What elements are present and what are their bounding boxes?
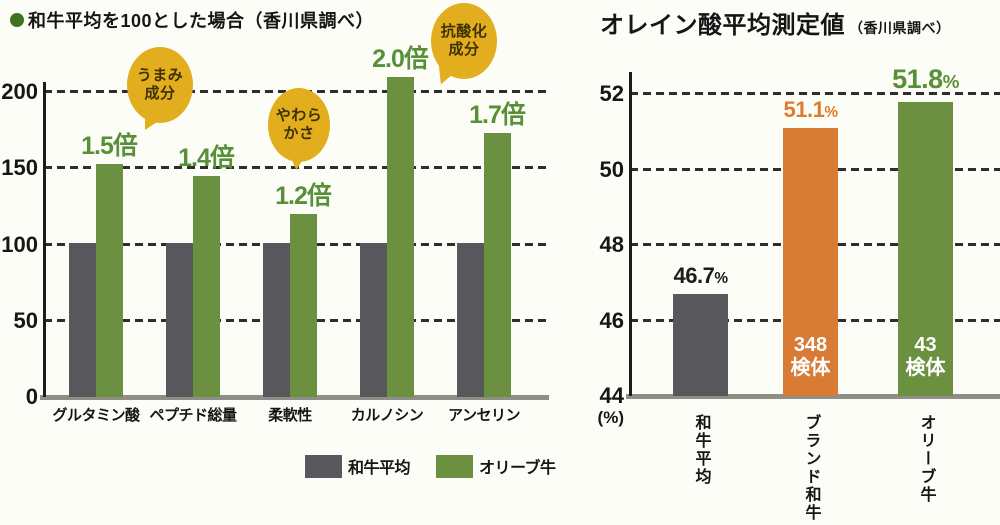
- callout-line: 抗酸化: [440, 23, 488, 40]
- category-label-1: ブランド和牛: [802, 414, 820, 522]
- percent-sign: %: [824, 103, 838, 121]
- value-label-4: 1.7倍: [469, 101, 526, 130]
- inside-label-line: 検体: [905, 357, 946, 379]
- percent-sign: %: [714, 270, 728, 288]
- value-label-3: 2.0倍: [372, 44, 429, 73]
- gridline-52: [630, 92, 1000, 95]
- value-label-2: 51.8%: [892, 63, 960, 94]
- right-x-axis-line: [626, 394, 1000, 399]
- bar-2: [898, 101, 953, 396]
- bar-olive-1: [193, 175, 220, 397]
- inside-label-line: 348: [793, 334, 828, 356]
- legend-swatch-olive: [436, 454, 474, 478]
- value-label-1: 1.4倍: [178, 143, 235, 172]
- value-label-0: 46.7%: [673, 263, 728, 289]
- left-chart-title-text: 和牛平均を100とした場合（香川県調べ）: [28, 11, 375, 31]
- value-label-0: 1.5倍: [81, 131, 138, 160]
- y-tick-50: 50: [599, 156, 624, 182]
- bar-wagyu-3: [360, 242, 387, 397]
- y-tick-0: 0: [25, 384, 38, 409]
- callout-bubble-1: やわら かさ: [268, 88, 330, 162]
- callout-bubble-0: うまみ 成分: [127, 47, 193, 123]
- callout-line: 成分: [144, 85, 176, 102]
- right-chart-title-note: （香川県調べ）: [849, 20, 951, 36]
- value-label-2: 1.2倍: [275, 182, 332, 210]
- right-chart-title: オレイン酸平均測定値 （香川県調べ）: [600, 5, 951, 40]
- y-tick-100: 100: [1, 231, 38, 257]
- category-label-1: ペプチド総量: [149, 407, 237, 424]
- legend-label-wagyu: 和牛平均: [348, 460, 411, 477]
- y-tick-48: 48: [599, 232, 624, 257]
- left-y-axis-line: [43, 82, 46, 397]
- callout-bubble-2: 抗酸化 成分: [431, 3, 497, 79]
- callout-line: 成分: [448, 41, 480, 58]
- inside-label-2: 43 検体: [898, 334, 953, 380]
- y-tick-50: 50: [13, 307, 38, 333]
- bar-0: [673, 294, 728, 396]
- category-label-2: オリーブ牛: [917, 414, 935, 504]
- left-chart-title: 和牛平均を100とした場合（香川県調べ）: [10, 7, 374, 33]
- percent-sign: %: [942, 71, 960, 93]
- y-tick-52: 52: [599, 81, 624, 106]
- value-label-1: 51.1%: [783, 96, 838, 122]
- unit-label: (%): [597, 408, 624, 427]
- category-label-2: 柔軟性: [268, 407, 312, 424]
- inside-label-1: 348 検体: [783, 334, 838, 380]
- callout-line: やわら: [275, 107, 323, 124]
- bar-wagyu-1: [166, 242, 193, 397]
- category-label-4: アンセリン: [448, 407, 520, 424]
- y-tick-44: 44: [599, 383, 624, 408]
- callout-line: かさ: [283, 125, 315, 142]
- gridline-150: [44, 166, 547, 170]
- right-y-axis-line: [629, 72, 632, 396]
- bullet-icon: [10, 13, 24, 27]
- inside-label-line: 43: [914, 334, 937, 356]
- bar-wagyu-2: [263, 242, 290, 397]
- bar-1: [783, 127, 838, 396]
- legend-label-olive: オリーブ牛: [479, 460, 556, 477]
- bar-olive-4: [484, 133, 511, 397]
- category-label-0: グルタミン酸: [52, 407, 140, 424]
- right-chart-title-text: オレイン酸平均測定値: [600, 12, 845, 39]
- legend: 和牛平均 オリーブ牛: [305, 454, 556, 478]
- category-label-3: カルノシン: [350, 407, 424, 424]
- left-x-axis-line: [40, 395, 549, 400]
- y-tick-150: 150: [1, 155, 38, 181]
- callout-line: うまみ: [136, 67, 184, 84]
- bar-olive-0: [96, 163, 123, 397]
- bar-olive-2: [290, 214, 317, 397]
- legend-swatch-wagyu: [305, 454, 342, 478]
- category-label-0: 和牛平均: [692, 414, 710, 486]
- bar-wagyu-4: [457, 242, 484, 397]
- y-tick-46: 46: [599, 307, 624, 333]
- inside-label-line: 検体: [790, 357, 831, 379]
- y-tick-200: 200: [1, 79, 38, 104]
- bar-olive-3: [387, 76, 414, 397]
- bar-wagyu-0: [69, 242, 96, 397]
